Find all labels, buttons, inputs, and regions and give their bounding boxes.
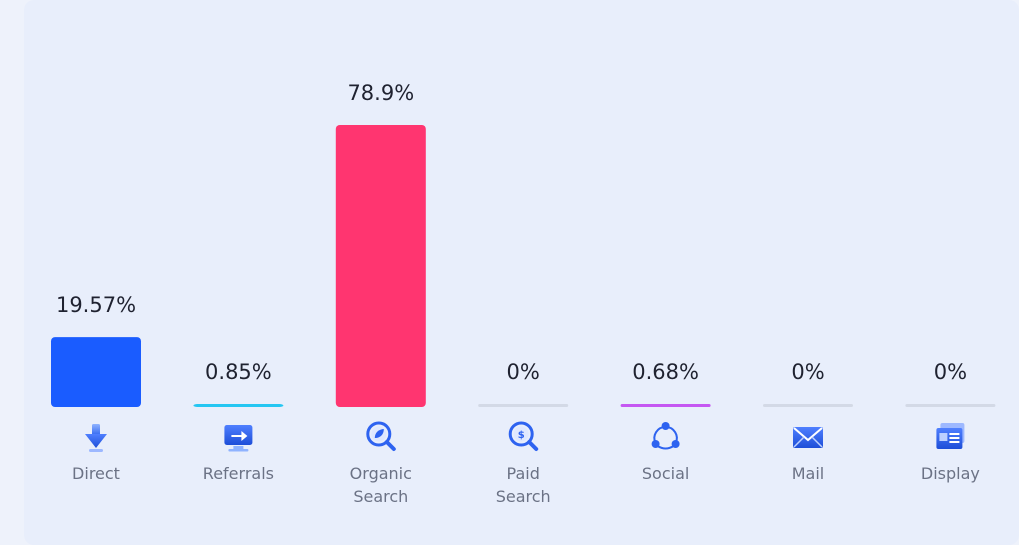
bar-direct: [51, 337, 141, 407]
category-label-mail: Mail: [792, 464, 825, 483]
bar-mail: [763, 404, 853, 407]
bar-organic-search: [335, 125, 426, 407]
category-label-organic-search-line-1: Organic: [350, 464, 412, 483]
category-label-organic-search-line-2: Search: [353, 487, 408, 506]
category-label-social: Social: [642, 464, 689, 483]
bar-social: [620, 404, 711, 407]
svg-text:$: $: [518, 430, 525, 441]
referral-monitor-icon: [224, 425, 253, 452]
value-label-organic-search: 78.9%: [347, 81, 414, 105]
value-label-referrals: 0.85%: [205, 360, 272, 384]
value-label-paid-search: 0%: [507, 360, 540, 384]
value-label-mail: 0%: [791, 360, 824, 384]
chart-card: [24, 0, 1019, 545]
bar-paid-search: [478, 404, 569, 407]
arrow-down-icon: [85, 424, 107, 452]
category-label-paid-search-line-2: Search: [496, 487, 551, 506]
paid-search-icon: $: [508, 421, 539, 451]
category-label-display: Display: [921, 464, 980, 483]
social-share-icon: [651, 422, 680, 450]
bar-display: [905, 404, 996, 407]
category-label-paid-search-line-1: Paid: [507, 464, 540, 483]
display-window-icon: [936, 423, 965, 449]
value-label-direct: 19.57%: [56, 293, 136, 317]
category-label-direct: Direct: [72, 464, 120, 483]
bar-referrals: [193, 404, 284, 407]
category-label-referrals: Referrals: [203, 464, 274, 483]
organic-search-icon: [366, 421, 396, 451]
value-label-display: 0%: [934, 360, 967, 384]
value-label-social: 0.68%: [632, 360, 699, 384]
mail-icon: [793, 427, 823, 448]
